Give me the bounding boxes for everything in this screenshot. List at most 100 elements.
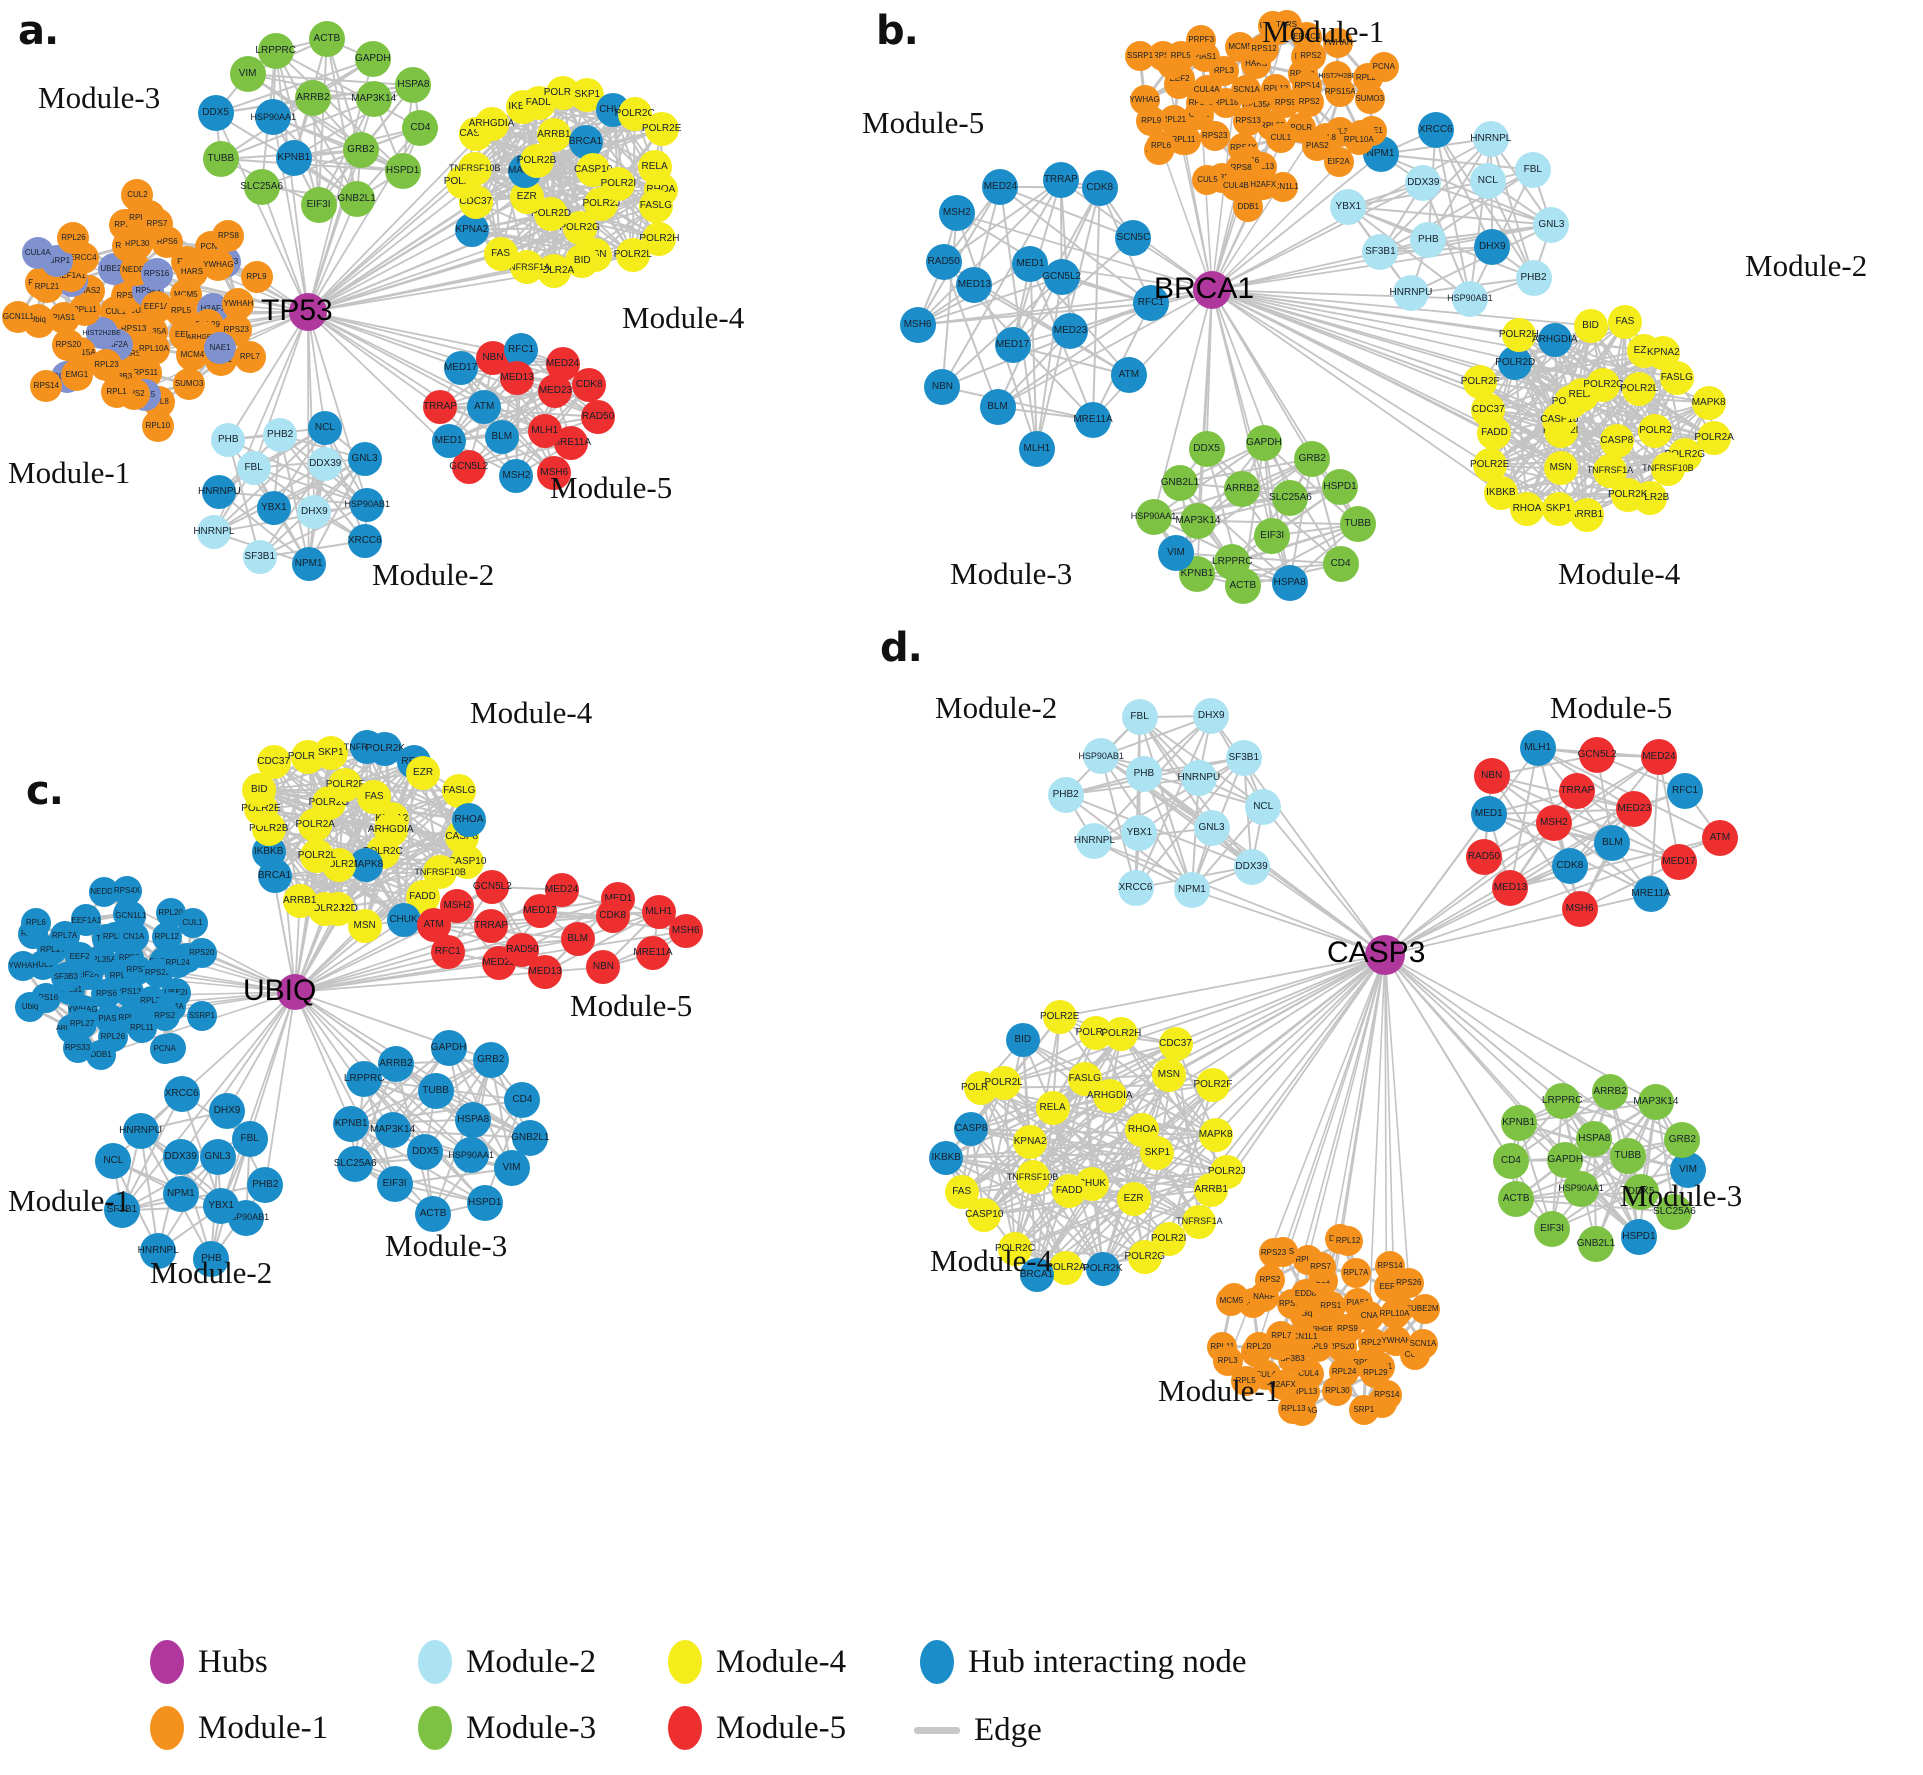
module-3-node[interactable]: TUBB xyxy=(202,140,239,177)
module-3-node[interactable]: MAP3K14 xyxy=(351,81,396,118)
module-5-node[interactable]: GCN5L2 xyxy=(1578,737,1617,774)
module-4-node[interactable]: POLR2L xyxy=(985,1065,1023,1100)
module-3-node[interactable]: GAPDH xyxy=(1245,424,1282,461)
module-2-node[interactable]: GNL3 xyxy=(199,1138,236,1175)
module-5-node[interactable]: NBN xyxy=(1473,757,1510,794)
module-1-node[interactable]: RPS23 xyxy=(1258,1238,1289,1269)
module-4-node[interactable]: POLR2E xyxy=(642,112,681,147)
module-2-node[interactable]: SF3B1 xyxy=(1225,739,1262,776)
module-1-node[interactable]: RPL7 xyxy=(233,340,266,373)
module-2-node[interactable]: XRCC6 xyxy=(1117,870,1154,907)
module-3-node[interactable]: ARRB2 xyxy=(294,80,331,117)
module-4-node[interactable]: MAPK8 xyxy=(1198,1118,1233,1153)
module-2-node[interactable]: GNL3 xyxy=(347,441,382,476)
module-3-node[interactable]: GRB2 xyxy=(472,1041,509,1078)
module-4-node[interactable]: BID xyxy=(1573,308,1608,343)
module-2-node[interactable]: DDX39 xyxy=(308,446,343,481)
module-4-node[interactable]: FASLG xyxy=(638,189,673,224)
module-5-node[interactable]: RAD50 xyxy=(581,399,616,434)
module-5-node[interactable]: CDK8 xyxy=(595,898,630,933)
module-3-node[interactable]: ARRB2 xyxy=(1223,470,1260,507)
module-3-node[interactable]: GRB2 xyxy=(342,132,379,169)
module-2-node[interactable]: PHB2 xyxy=(247,1166,284,1203)
module-3-node[interactable]: CD4 xyxy=(1492,1142,1529,1179)
module-3-node[interactable]: KPNB1 xyxy=(333,1105,370,1142)
module-2-node[interactable]: FBL xyxy=(231,1120,268,1157)
module-4-node[interactable]: FAS xyxy=(483,237,518,272)
module-2-node[interactable]: FBL xyxy=(236,450,271,485)
module-5-node[interactable]: MLH1 xyxy=(641,894,676,929)
module-4-node[interactable]: ARHGDIA xyxy=(1532,322,1578,357)
module-1-node[interactable]: PRPF3 xyxy=(1186,24,1217,55)
module-2-node[interactable]: SF3B1 xyxy=(242,540,277,575)
module-2-node[interactable]: GNL3 xyxy=(1193,810,1230,847)
module-2-node[interactable]: PHB2 xyxy=(263,417,298,452)
module-2-node[interactable]: XRCC6 xyxy=(163,1075,200,1112)
module-4-node[interactable]: TNFRSF10B xyxy=(1642,451,1694,486)
module-3-node[interactable]: ACTB xyxy=(1498,1181,1535,1218)
module-2-node[interactable]: PHB2 xyxy=(1047,776,1084,813)
module-2-node[interactable]: PHB xyxy=(211,422,246,457)
module-2-node[interactable]: HNRNPU xyxy=(119,1112,162,1149)
module-2-node[interactable]: PHB2 xyxy=(1515,259,1552,296)
module-3-node[interactable]: HSPA8 xyxy=(1271,564,1308,601)
module-4-node[interactable]: MSN xyxy=(1151,1057,1186,1092)
module-4-node[interactable]: ARHGDIA xyxy=(1087,1079,1133,1114)
module-1-node[interactable]: RPS26 xyxy=(1393,1267,1424,1298)
module-5-node[interactable]: RAD50 xyxy=(925,244,962,281)
module-5-node[interactable]: MLH1 xyxy=(1018,430,1055,467)
module-4-node[interactable]: RHOA xyxy=(451,802,486,837)
module-2-node[interactable]: NPM1 xyxy=(162,1175,199,1212)
module-3-node[interactable]: CD4 xyxy=(1322,545,1359,582)
module-2-node[interactable]: DDX39 xyxy=(162,1139,199,1175)
module-3-node[interactable]: TUBB xyxy=(1339,506,1376,543)
module-1-node[interactable]: SCN1A xyxy=(1407,1328,1438,1359)
module-4-node[interactable]: CHUK xyxy=(386,903,421,938)
module-5-node[interactable]: TRRAP xyxy=(423,390,457,425)
module-2-node[interactable]: NCL xyxy=(307,410,342,445)
module-5-node[interactable]: MED23 xyxy=(1052,312,1089,349)
module-3-node[interactable]: DDX5 xyxy=(197,95,234,132)
module-3-node[interactable]: HSPD1 xyxy=(384,152,421,189)
module-2-node[interactable]: HNRNPU xyxy=(1177,759,1220,796)
module-4-node[interactable]: EZR xyxy=(1116,1182,1151,1217)
module-3-node[interactable]: EIF3I xyxy=(300,186,337,223)
module-4-node[interactable]: ARHGDIA xyxy=(368,812,413,847)
module-4-node[interactable]: CDC37 xyxy=(256,745,291,780)
module-5-node[interactable]: MSH2 xyxy=(1535,804,1572,841)
module-4-node[interactable]: CASP8 xyxy=(1599,424,1634,459)
module-2-node[interactable]: HNRNPL xyxy=(1470,120,1511,157)
module-1-node[interactable]: RPL20 xyxy=(1243,1331,1274,1362)
module-1-node[interactable]: RPS7 xyxy=(1305,1252,1336,1283)
module-3-node[interactable]: HSPD1 xyxy=(1620,1218,1657,1255)
module-1-node[interactable]: RPL10 xyxy=(141,409,174,442)
module-2-node[interactable]: NCL xyxy=(95,1142,132,1179)
module-5-node[interactable]: MED24 xyxy=(982,168,1019,205)
module-5-node[interactable]: ATM xyxy=(1701,819,1738,856)
module-3-node[interactable]: EIF3I xyxy=(376,1166,413,1203)
module-5-node[interactable]: MED17 xyxy=(522,894,557,929)
module-3-node[interactable]: EIF3I xyxy=(1254,517,1291,554)
module-3-node[interactable]: VIM xyxy=(229,56,266,93)
module-4-node[interactable]: POLR2I xyxy=(601,166,636,201)
module-1-node[interactable]: RPL7A xyxy=(1340,1258,1371,1289)
module-4-node[interactable]: ARRB1 xyxy=(1194,1172,1229,1207)
module-2-node[interactable]: FBL xyxy=(1514,151,1551,188)
module-3-node[interactable]: KPNB1 xyxy=(1500,1104,1537,1141)
module-5-node[interactable]: MED17 xyxy=(1660,843,1697,880)
module-4-node[interactable]: POLR2F xyxy=(1193,1067,1232,1102)
module-3-node[interactable]: ARRB2 xyxy=(377,1045,414,1082)
module-1-node[interactable]: RPL6 xyxy=(20,908,51,939)
module-2-node[interactable]: NCL xyxy=(1245,788,1282,825)
module-1-node[interactable]: EIF2A xyxy=(1323,146,1354,177)
module-2-node[interactable]: DDX39 xyxy=(1233,848,1270,885)
module-4-node[interactable]: RELA xyxy=(637,150,672,185)
module-3-node[interactable]: ARRB2 xyxy=(1592,1073,1629,1110)
module-5-node[interactable]: MLH1 xyxy=(527,413,562,448)
module-4-node[interactable]: ARRB1 xyxy=(282,883,317,918)
module-1-node[interactable]: SRP1 xyxy=(1348,1395,1379,1426)
module-4-node[interactable]: SKP1 xyxy=(313,736,348,770)
module-1-node[interactable]: RPS2 xyxy=(1294,86,1325,117)
module-5-node[interactable]: MSH2 xyxy=(938,195,975,232)
module-1-node[interactable]: YWHAG xyxy=(1130,85,1160,116)
